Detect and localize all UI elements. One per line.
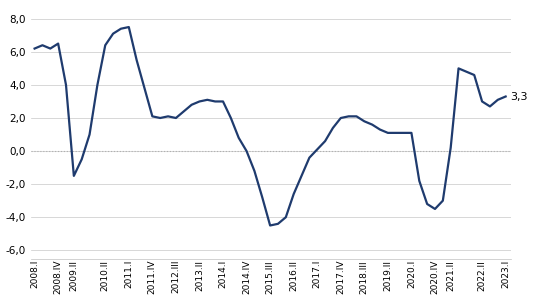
Text: 3,3: 3,3: [510, 92, 528, 101]
